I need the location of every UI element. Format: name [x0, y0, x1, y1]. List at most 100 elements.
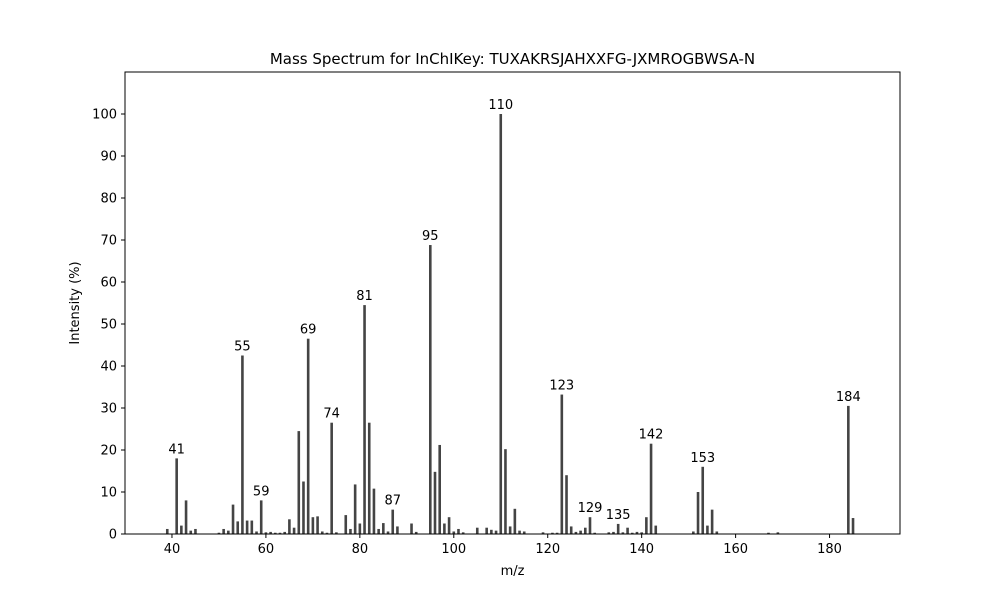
- peak-label: 153: [690, 451, 715, 466]
- spectrum-bar: [297, 431, 301, 534]
- spectrum-bar: [278, 532, 282, 534]
- spectrum-bar: [574, 531, 578, 534]
- spectrum-bar: [612, 531, 615, 534]
- spectrum-bar: [452, 531, 456, 534]
- spectrum-bar: [518, 530, 521, 534]
- spectrum-bar: [706, 525, 709, 534]
- x-tick-label: 140: [629, 542, 654, 557]
- spectrum-bar: [607, 532, 611, 534]
- spectrum-bar: [560, 394, 564, 534]
- spectrum-bar: [635, 531, 639, 534]
- spectrum-bar: [241, 355, 244, 534]
- peak-label: 69: [300, 323, 317, 338]
- peak-label: 74: [323, 407, 340, 422]
- spectrum-bar: [274, 532, 277, 534]
- spectrum-bar: [184, 500, 188, 534]
- y-tick-label: 100: [92, 108, 117, 123]
- spectrum-bar: [447, 517, 451, 534]
- spectrum-bar: [372, 488, 376, 534]
- spectrum-bar: [236, 521, 240, 534]
- spectrum-bar: [410, 523, 413, 534]
- spectrum-bar: [551, 532, 554, 534]
- spectrum-bar: [391, 509, 395, 534]
- peak-label: 184: [836, 390, 861, 405]
- spectrum-bar: [715, 531, 719, 534]
- y-axis-label: Intensity (%): [68, 261, 83, 344]
- y-tick-label: 20: [100, 444, 117, 459]
- spectrum-bar: [325, 532, 329, 534]
- spectrum-bar: [555, 532, 559, 534]
- spectrum-bar: [499, 114, 503, 534]
- y-tick-label: 60: [100, 276, 117, 291]
- spectrum-bar: [358, 523, 362, 534]
- spectrum-bar: [847, 405, 850, 534]
- spectrum-bar: [701, 466, 705, 534]
- y-tick-label: 50: [100, 318, 117, 333]
- spectrum-bar: [508, 526, 512, 534]
- spectrum-bar: [382, 523, 385, 534]
- y-tick-label: 10: [100, 486, 117, 501]
- x-tick-label: 60: [258, 542, 275, 557]
- spectrum-bar: [541, 532, 545, 534]
- spectrum-bar: [320, 531, 324, 534]
- spectrum-bar: [593, 532, 596, 534]
- peak-label: 110: [488, 98, 513, 113]
- spectrum-bar: [513, 508, 517, 534]
- spectrum-bar: [692, 531, 695, 534]
- spectrum-bar: [288, 519, 291, 534]
- peak-label: 135: [606, 508, 631, 523]
- spectrum-bar: [344, 515, 348, 534]
- spectrum-bar: [302, 481, 305, 534]
- y-tick-label: 70: [100, 234, 117, 249]
- y-axis-ticks: 0 10 20 30 40 50 60 70 80 90 100: [92, 108, 125, 543]
- spectrum-bar: [584, 527, 587, 534]
- x-axis-ticks: 40 60 80 100 120 140 160 180: [164, 534, 842, 557]
- spectrum-bar: [621, 532, 625, 534]
- spectrum-bar: [245, 520, 249, 534]
- peak-label: 55: [234, 340, 251, 355]
- x-tick-label: 120: [535, 542, 560, 557]
- spectrum-bar: [377, 528, 380, 534]
- y-tick-label: 90: [100, 150, 117, 165]
- spectrum-bar: [259, 500, 263, 534]
- peak-label: 59: [253, 484, 270, 499]
- spectrum-bar: [283, 531, 286, 534]
- spectrum-bar: [461, 532, 465, 534]
- spectrum-bar: [433, 471, 437, 534]
- x-axis-label: m/z: [501, 564, 525, 579]
- spectrum-bar: [269, 531, 272, 534]
- spectrum-bar: [292, 527, 296, 534]
- peak-label: 142: [639, 428, 664, 443]
- spectrum-bar: [175, 458, 178, 534]
- y-tick-label: 0: [109, 528, 117, 543]
- spectrum-bar: [250, 520, 254, 534]
- spectrum-bar: [231, 504, 235, 534]
- x-tick-label: 100: [441, 542, 466, 557]
- spectrum-bar: [767, 532, 770, 534]
- spectrum-bar: [443, 523, 446, 534]
- spectrum-bar: [180, 525, 183, 534]
- x-tick-label: 40: [164, 542, 181, 557]
- spectrum-bar: [165, 528, 169, 534]
- peak-label: 81: [356, 289, 373, 304]
- y-tick-label: 80: [100, 192, 117, 207]
- spectrum-bar: [626, 527, 629, 534]
- spectrum-bar: [363, 305, 366, 534]
- spectrum-bar: [565, 475, 568, 534]
- spectrum-bar: [645, 517, 648, 534]
- spectrum-bar: [475, 527, 479, 534]
- bars-layer: [165, 114, 855, 535]
- spectrum-bar: [353, 484, 357, 534]
- spectrum-bar: [522, 531, 526, 534]
- plot-area-frame: [124, 71, 901, 535]
- peak-label: 95: [422, 229, 439, 244]
- spectrum-bar: [696, 492, 700, 534]
- spectrum-bar: [189, 530, 193, 534]
- spectrum-bar: [194, 528, 197, 534]
- peak-label: 123: [549, 379, 574, 394]
- spectrum-bar: [649, 443, 653, 534]
- spectrum-bar: [438, 444, 441, 534]
- chart-title: Mass Spectrum for InChIKey: TUXAKRSJAHXX…: [270, 50, 755, 68]
